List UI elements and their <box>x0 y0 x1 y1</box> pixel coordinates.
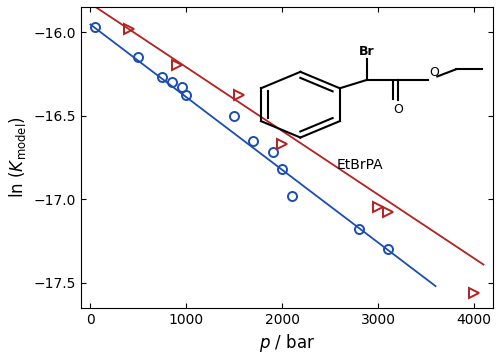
X-axis label: $\it{p}$ / bar: $\it{p}$ / bar <box>259 332 315 354</box>
Text: O: O <box>394 103 403 116</box>
Y-axis label: ln ($\it{K}$$_\mathrm{model}$): ln ($\it{K}$$_\mathrm{model}$) <box>7 116 28 198</box>
Text: EtBrPA: EtBrPA <box>337 158 384 172</box>
Text: Br: Br <box>360 45 375 58</box>
Text: O: O <box>430 66 440 79</box>
